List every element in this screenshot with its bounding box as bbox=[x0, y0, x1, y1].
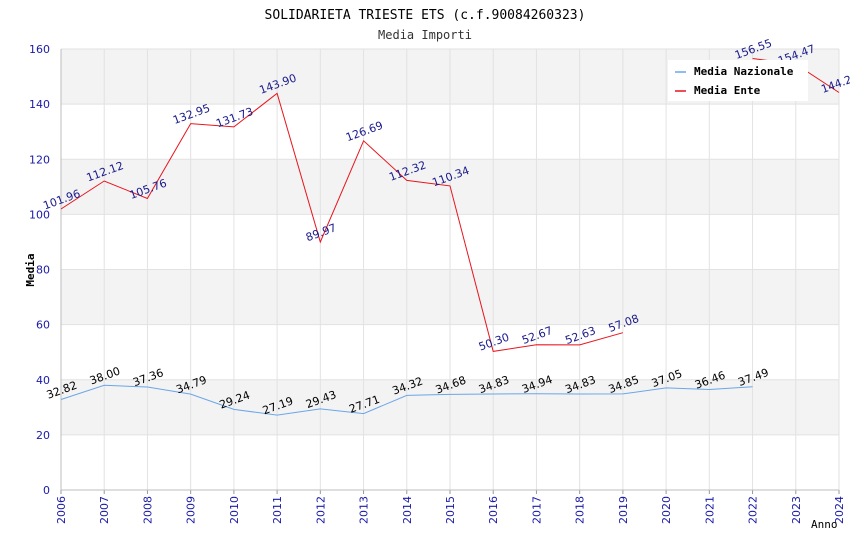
y-tick-label: 20 bbox=[36, 429, 50, 442]
x-tick-label: 2016 bbox=[487, 496, 500, 524]
series-line-1 bbox=[60, 92, 624, 352]
x-tick-label: 2012 bbox=[314, 496, 327, 524]
x-tick-label: 2021 bbox=[703, 496, 716, 524]
chart-subtitle: Media Importi bbox=[378, 28, 472, 42]
x-tick-label: 2010 bbox=[228, 496, 241, 524]
legend-label-media-nazionale: Media Nazionale bbox=[694, 65, 794, 78]
x-tick-label: 2024 bbox=[833, 496, 846, 524]
x-tick-label: 2019 bbox=[617, 496, 630, 524]
legend-box bbox=[668, 60, 808, 101]
x-tick-label: 2017 bbox=[530, 496, 543, 524]
x-tick-label: 2011 bbox=[271, 496, 284, 524]
x-tick-label: 2023 bbox=[790, 496, 803, 524]
x-tick-label: 2007 bbox=[98, 496, 111, 524]
x-tick-label: 2014 bbox=[401, 496, 414, 524]
x-tick-label: 2006 bbox=[55, 496, 68, 524]
chart-title: SOLIDARIETA TRIESTE ETS (c.f.90084260323… bbox=[265, 8, 586, 23]
y-axis-label: Media bbox=[24, 253, 37, 286]
y-tick-label: 40 bbox=[36, 374, 50, 387]
y-tick-label: 120 bbox=[29, 153, 50, 166]
x-tick-label: 2009 bbox=[185, 496, 198, 524]
y-tick-label: 80 bbox=[36, 264, 50, 277]
x-tick-label: 2018 bbox=[574, 496, 587, 524]
y-tick-label: 0 bbox=[43, 484, 50, 497]
x-tick-label: 2022 bbox=[747, 496, 760, 524]
y-tick-label: 100 bbox=[29, 208, 50, 221]
y-tick-label: 60 bbox=[36, 319, 50, 332]
axes: 0 20 40 60 80 100 120 140 160 2006 2007 2008 2009 201… bbox=[29, 43, 846, 524]
x-tick-label: 2008 bbox=[141, 496, 154, 524]
x-tick-label: 2013 bbox=[358, 496, 371, 524]
x-axis-label: Anno bbox=[811, 518, 838, 531]
x-tick-label: 2020 bbox=[660, 496, 673, 524]
y-tick-label: 160 bbox=[29, 43, 50, 56]
legend: Media Nazionale Media Ente bbox=[668, 60, 808, 101]
x-tick-label: 2015 bbox=[444, 496, 457, 524]
y-tick-label: 140 bbox=[29, 98, 50, 111]
series-line-0 bbox=[60, 384, 753, 416]
legend-label-media-ente: Media Ente bbox=[694, 84, 761, 97]
